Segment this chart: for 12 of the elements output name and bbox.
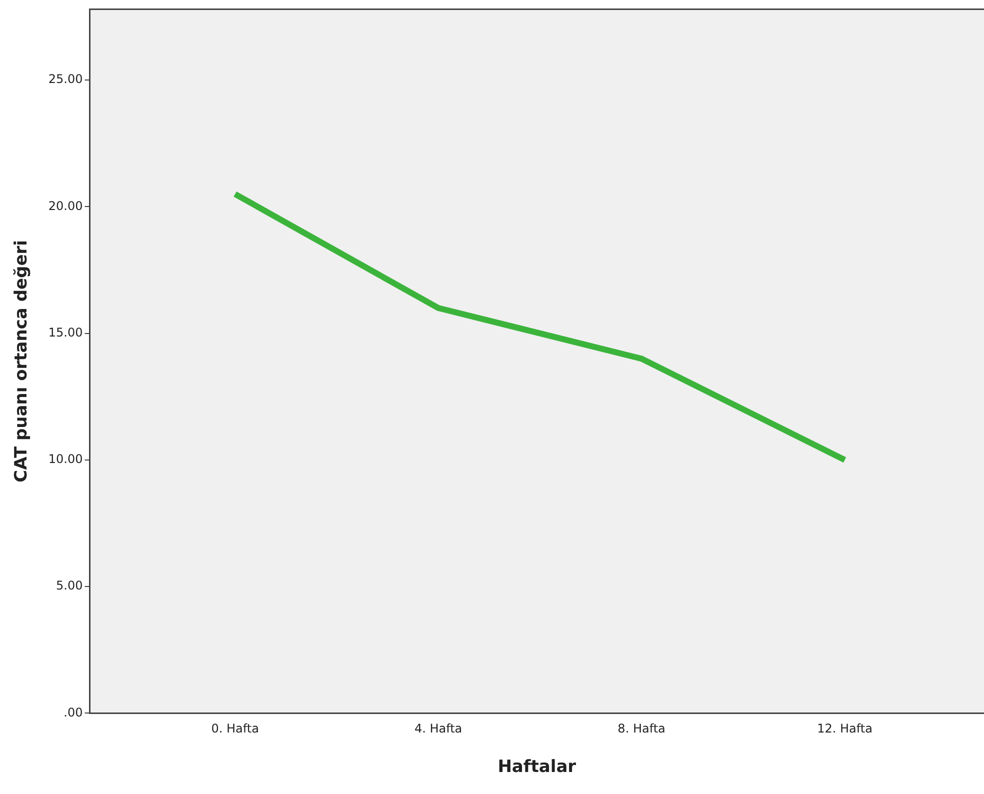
x-tick-label: 0. Hafta <box>211 722 259 736</box>
y-axis-title: CAT puanı ortanca değeri <box>12 240 32 482</box>
x-tick-label: 12. Hafta <box>817 722 872 736</box>
x-axis-title: Haftalar <box>498 757 577 778</box>
y-tick-label: 5.00 <box>56 578 83 593</box>
y-tick-label: 15.00 <box>48 325 83 340</box>
y-tick-label: .00 <box>64 705 83 720</box>
y-tick-label: 25.00 <box>48 72 83 86</box>
y-tick-label: 10.00 <box>48 452 83 466</box>
y-tick-label: 20.00 <box>48 198 83 213</box>
x-tick-label: 8. Hafta <box>618 722 666 736</box>
x-tick-label: 4. Hafta <box>414 722 462 736</box>
